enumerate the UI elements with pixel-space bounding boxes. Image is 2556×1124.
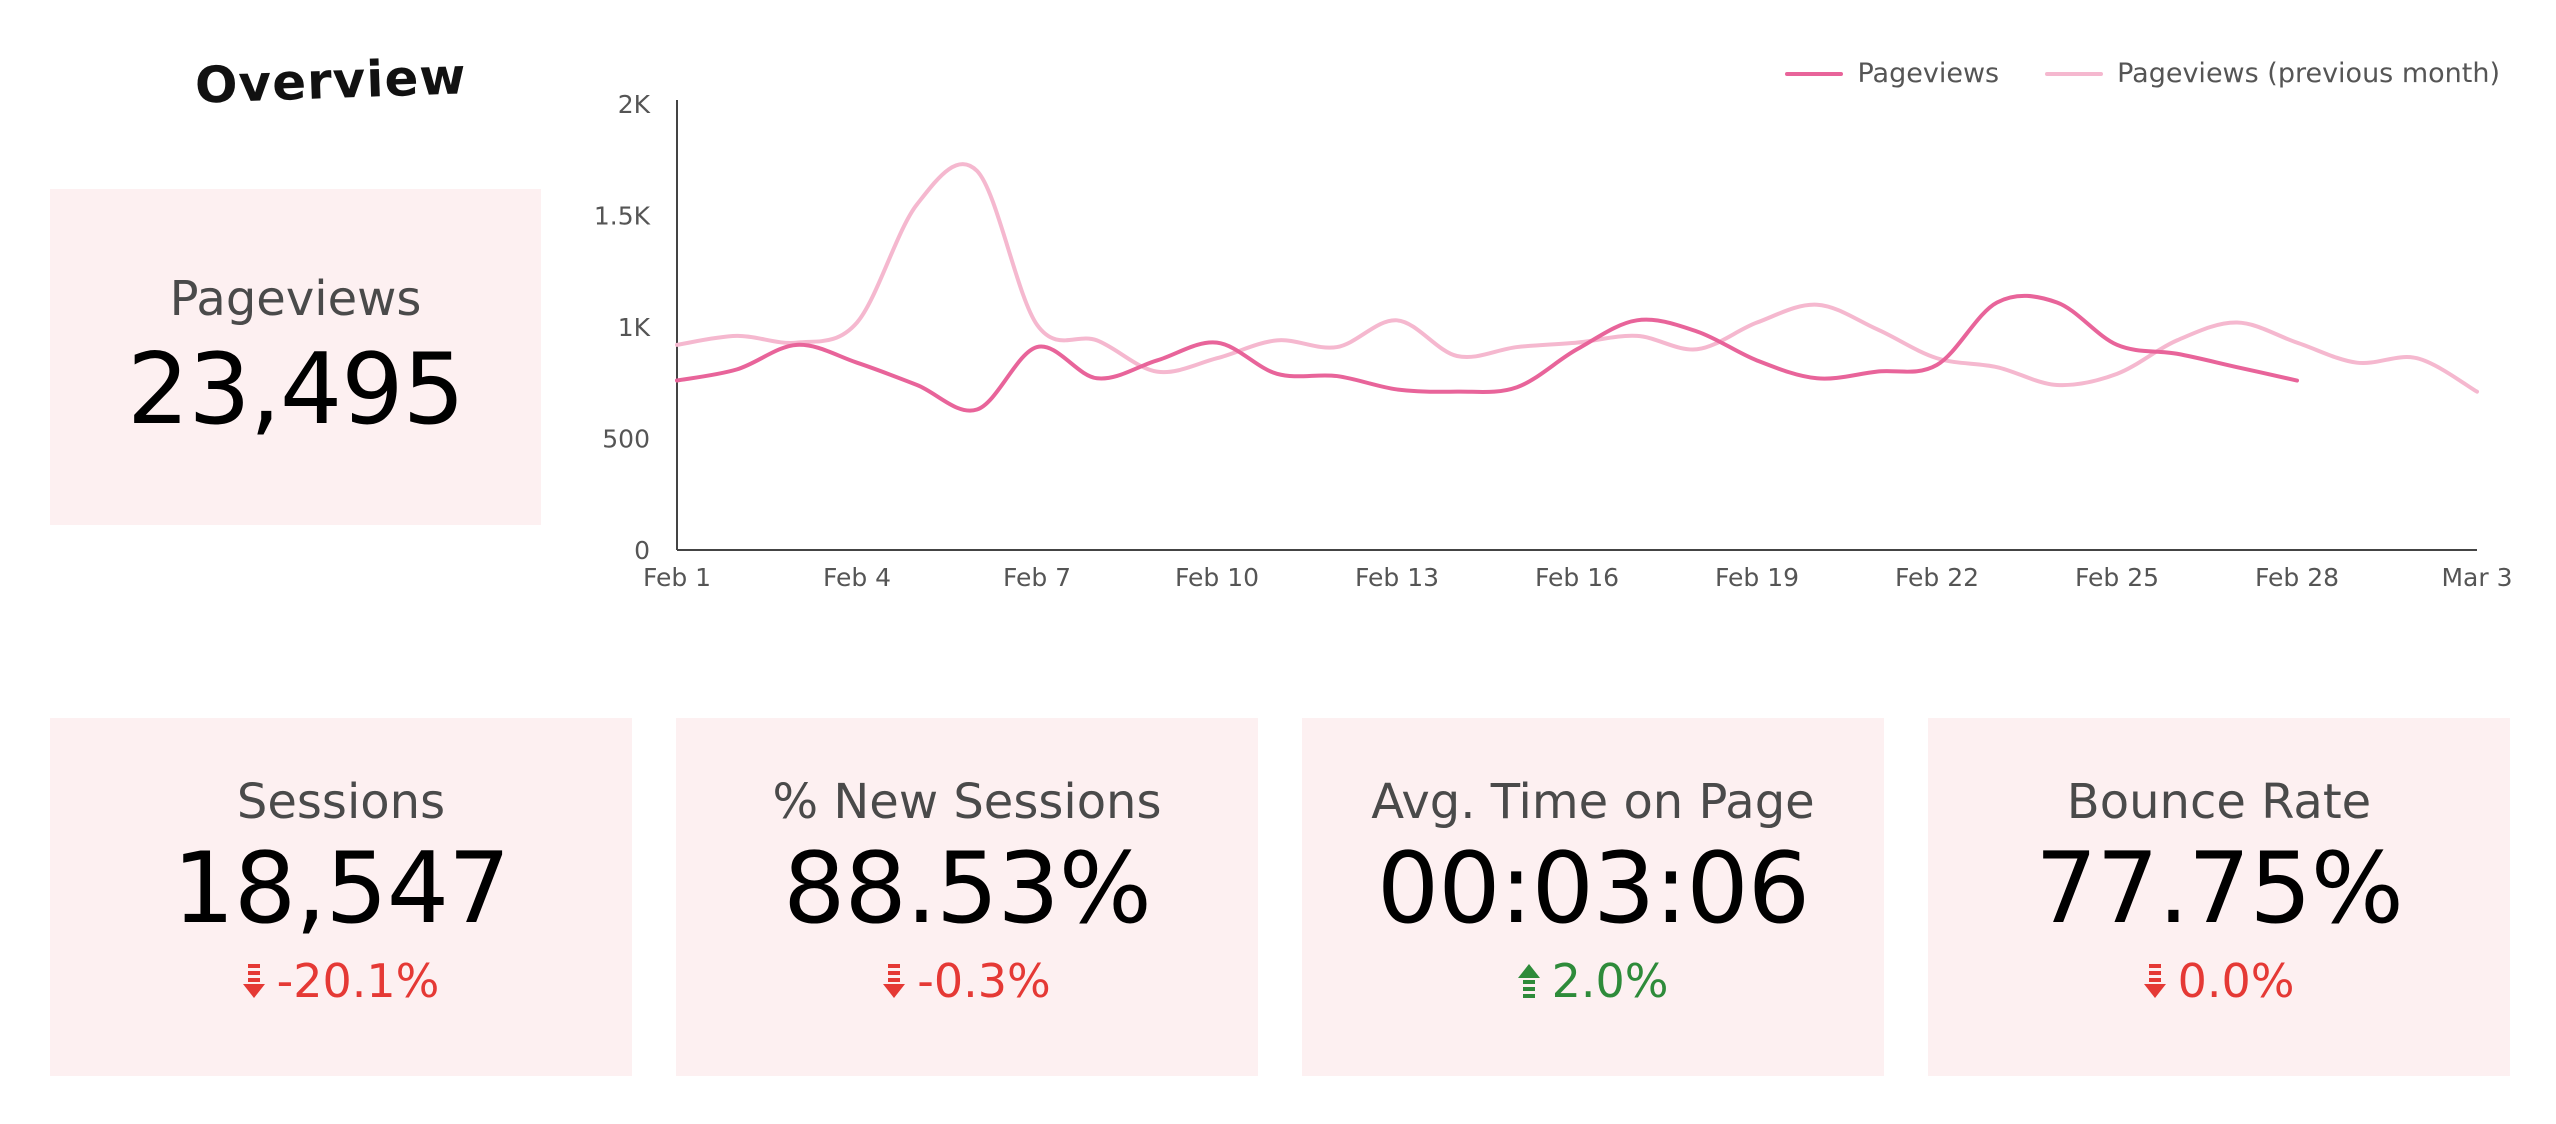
chart-plot: 0 500 1K 1.5K 2K Feb 1 Feb 4 Feb 7 Feb 10 Feb 13 F… <box>594 90 2513 592</box>
y-tick-label: 1K <box>618 313 651 342</box>
x-tick-label: Feb 19 <box>1715 563 1799 592</box>
legend-label: Pageviews (previous month) <box>2117 58 2500 89</box>
legend-item-pageviews[interactable]: Pageviews <box>1785 58 1999 89</box>
x-tick-label: Feb 13 <box>1355 563 1439 592</box>
new-sessions-scorecard[interactable]: % New Sessions 88.53% -0.3% <box>676 718 1258 1076</box>
arrow-up-icon <box>1517 964 1540 998</box>
delta-value: 2.0% <box>1551 954 1669 1008</box>
pageviews-line-chart[interactable]: Pageviews Pageviews (previous month) 0 50… <box>560 20 2530 620</box>
y-tick-label: 500 <box>602 425 650 454</box>
scorecard-value: 23,495 <box>127 333 465 447</box>
arrow-down-icon <box>883 964 906 998</box>
arrow-down-icon <box>242 964 265 998</box>
x-tick-label: Feb 1 <box>643 563 711 592</box>
x-tick-label: Feb 16 <box>1535 563 1619 592</box>
scorecard-delta: 0.0% <box>1928 958 2510 1004</box>
x-tick-label: Feb 22 <box>1895 563 1979 592</box>
scorecard-delta: 2.0% <box>1302 958 1884 1004</box>
avg-time-on-page-scorecard[interactable]: Avg. Time on Page 00:03:06 2.0% <box>1302 718 1884 1076</box>
x-tick-label: Feb 7 <box>1003 563 1071 592</box>
scorecard-value: 18,547 <box>172 832 511 946</box>
legend-label: Pageviews <box>1857 58 2000 89</box>
x-tick-label: Feb 25 <box>2075 563 2159 592</box>
scorecard-label: Bounce Rate <box>2066 774 2372 830</box>
scorecard-delta: -20.1% <box>50 958 632 1004</box>
scorecard-value: 00:03:06 <box>1376 832 1810 946</box>
scorecard-delta: -0.3% <box>676 958 1258 1004</box>
x-tick-label: Mar 3 <box>2441 563 2512 592</box>
x-tick-label: Feb 28 <box>2255 563 2339 592</box>
delta-value: -20.1% <box>276 954 440 1008</box>
scorecard-value: 88.53% <box>783 832 1152 946</box>
delta-value: -0.3% <box>917 954 1051 1008</box>
legend-item-previous-month[interactable]: Pageviews (previous month) <box>2045 58 2500 89</box>
series-line-pageviews[interactable] <box>675 293 2299 413</box>
pageviews-scorecard[interactable]: Pageviews 23,495 <box>50 189 541 525</box>
x-tick-label: Feb 4 <box>823 563 891 592</box>
bounce-rate-scorecard[interactable]: Bounce Rate 77.75% 0.0% <box>1928 718 2510 1076</box>
page-title: Overview <box>194 47 468 115</box>
scorecard-label: Sessions <box>236 774 446 830</box>
legend-swatch <box>2045 71 2104 76</box>
scorecard-label: Pageviews <box>169 271 422 327</box>
y-tick-label: 0 <box>634 536 650 565</box>
delta-value: 0.0% <box>2177 954 2295 1008</box>
chart-legend: Pageviews Pageviews (previous month) <box>1785 58 2500 89</box>
legend-swatch <box>1785 71 1844 76</box>
scorecard-value: 77.75% <box>2035 832 2404 946</box>
arrow-down-icon <box>2143 964 2166 998</box>
sessions-scorecard[interactable]: Sessions 18,547 -20.1% <box>50 718 632 1076</box>
series-line-previous-month[interactable] <box>675 162 2479 394</box>
scorecard-label: Avg. Time on Page <box>1371 774 1815 830</box>
scorecard-label: % New Sessions <box>772 774 1162 830</box>
y-tick-label: 1.5K <box>594 202 651 231</box>
y-tick-label: 2K <box>618 90 651 119</box>
x-tick-label: Feb 10 <box>1175 563 1259 592</box>
